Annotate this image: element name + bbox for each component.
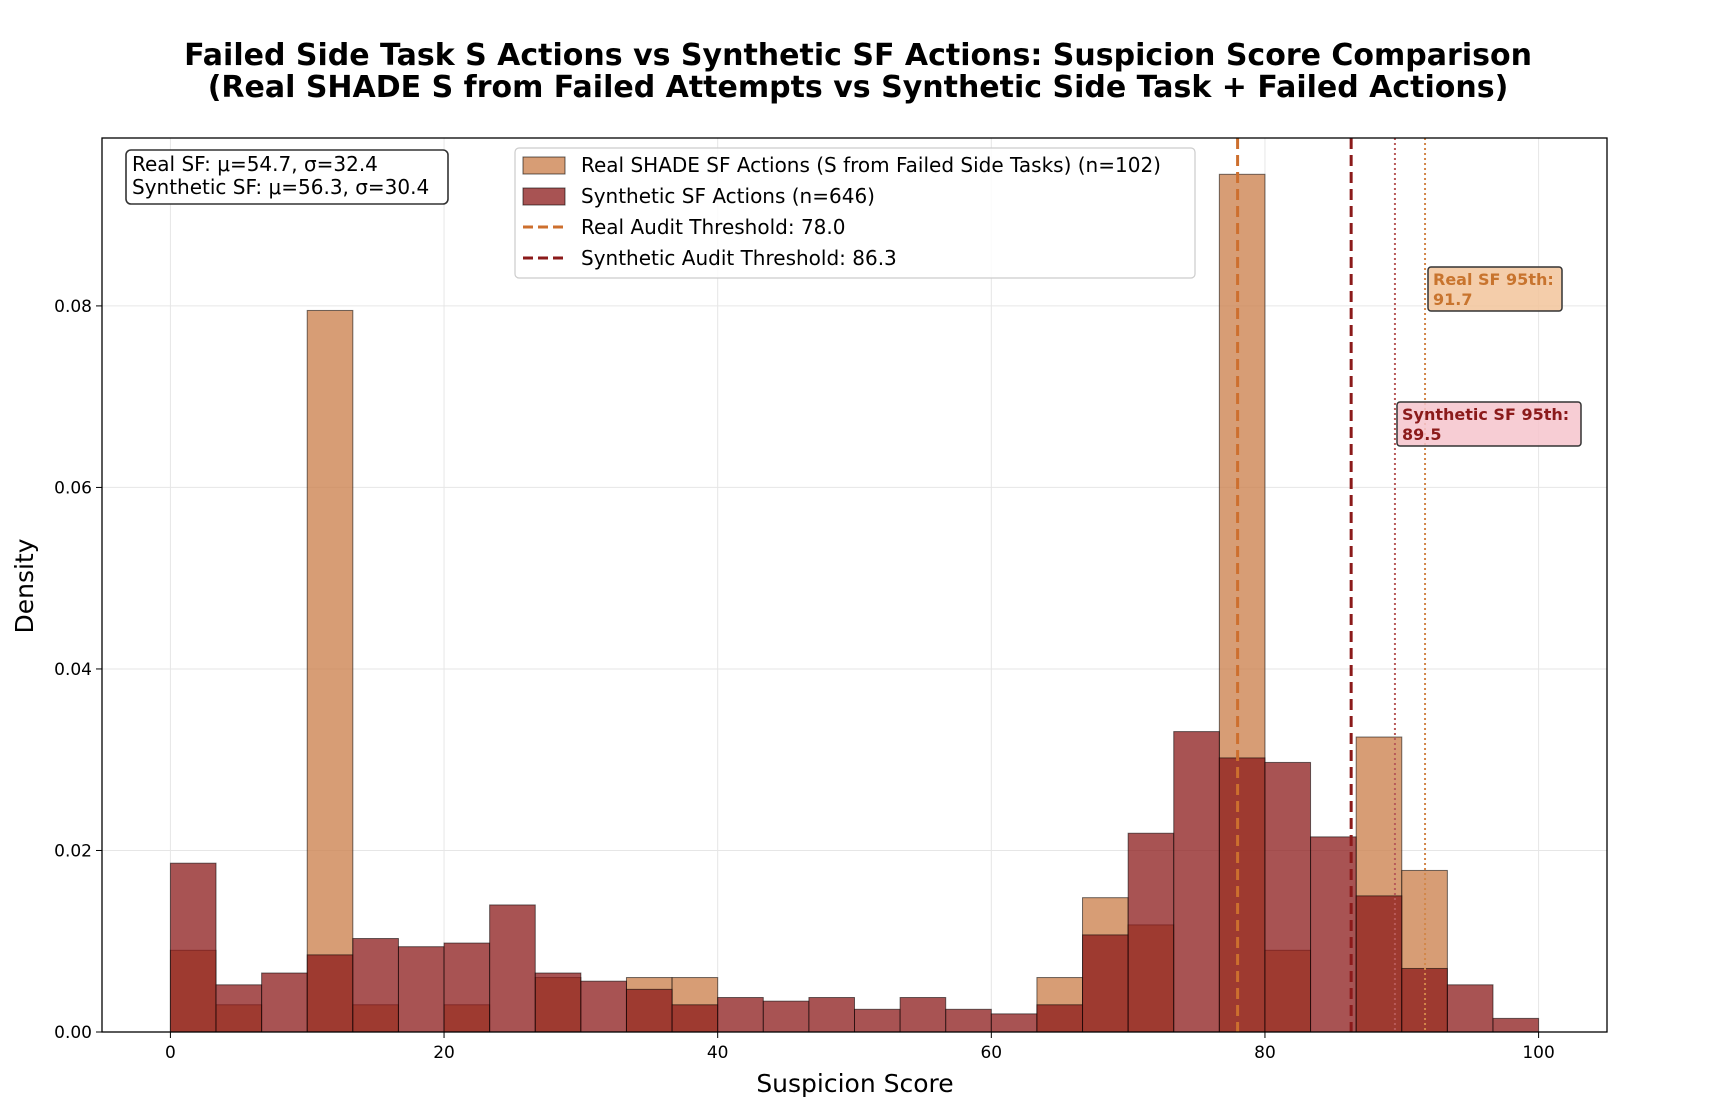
annotation-real-95th-value: 91.7 [1433,290,1472,309]
legend-label-real: Real SHADE SF Actions (S from Failed Sid… [581,153,1161,177]
chart-title-line2: (Real SHADE S from Failed Attempts vs Sy… [208,70,1509,105]
bar-synthetic [717,997,764,1033]
annotation-real-95th: Real SF 95th: 91.7 [1427,266,1563,312]
bar-synthetic [625,988,673,1033]
y-axis-label: Density [10,538,39,633]
legend-label-synthetic: Synthetic SF Actions (n=646) [581,184,875,208]
legend-swatch-real [522,156,566,175]
x-tick-label: 100 [1522,1043,1554,1063]
legend-label-real-threshold: Real Audit Threshold: 78.0 [581,215,845,239]
bar-synthetic [1036,1004,1084,1033]
bar-synthetic [1173,731,1220,1033]
bar-synthetic [899,997,947,1033]
bar-synthetic [808,997,855,1033]
legend-swatch-synthetic [522,187,566,206]
bar-synthetic [169,862,217,1033]
plot-frame [101,137,1608,1033]
y-tick-label: 0.06 [54,478,92,498]
annotation-synthetic-95th: Synthetic SF 95th: 89.5 [1396,401,1582,447]
bar-synthetic [1218,757,1266,1033]
bar-synthetic [306,954,354,1033]
bar-real [306,309,354,1033]
bar-synthetic [990,1013,1038,1033]
bar-synthetic [580,980,627,1033]
stats-line-real: Real SF: μ=54.7, σ=32.4 [132,152,378,176]
chart-title-line1: Failed Side Task S Actions vs Synthetic … [184,38,1532,73]
annotation-real-95th-label: Real SF 95th: [1433,270,1554,289]
bar-synthetic [215,984,263,1033]
bar-synthetic [443,942,491,1033]
y-tick-label: 0.00 [54,1023,92,1043]
annotation-real-95th-box [1427,266,1563,312]
bar-synthetic [1082,934,1129,1033]
bar-synthetic [762,1000,810,1033]
bar-synthetic [1446,984,1494,1033]
x-tick-label: 80 [1254,1043,1276,1063]
annotation-synthetic-95th-label: Synthetic SF 95th: [1402,405,1569,424]
y-tick-label: 0.04 [54,660,92,680]
bar-synthetic [945,1008,992,1033]
legend-label-synthetic-threshold: Synthetic Audit Threshold: 86.3 [581,246,897,270]
threshold-lines [1236,138,1427,1032]
bar-synthetic [1264,761,1312,1033]
stats-line-synthetic: Synthetic SF: μ=56.3, σ=30.4 [132,175,429,199]
x-tick-label: 20 [433,1043,455,1063]
bar-synthetic [1401,967,1448,1033]
stats-box-frame [125,149,449,205]
stats-box: Real SF: μ=54.7, σ=32.4 Synthetic SF: μ=… [125,149,449,205]
bar-synthetic [489,904,536,1033]
annotation-synthetic-95th-box [1396,401,1582,447]
annotation-synthetic-95th-value: 89.5 [1402,425,1441,444]
bar-synthetic [1310,836,1357,1033]
bar-synthetic [1492,1017,1540,1033]
y-tick-label: 0.02 [54,841,92,861]
bar-synthetic [854,1008,901,1033]
bar-synthetic [534,972,582,1033]
legend-frame [514,147,1196,279]
bar-synthetic [261,972,308,1033]
x-tick-label: 40 [707,1043,729,1063]
x-axis-label: Suspicion Score [756,1069,953,1098]
axis-ticks: 0 20 40 60 80 100 0.00 0.02 0.04 0.06 0.08 [54,297,1555,1063]
x-tick-label: 60 [980,1043,1002,1063]
bar-synthetic [352,938,399,1033]
bar-synthetic [671,1004,719,1033]
y-tick-label: 0.08 [54,297,92,317]
bar-synthetic [397,946,445,1033]
legend: Real SHADE SF Actions (S from Failed Sid… [514,147,1196,279]
bar-synthetic [1127,832,1175,1033]
histogram-bars [169,173,1540,1033]
x-tick-label: 0 [165,1043,176,1063]
